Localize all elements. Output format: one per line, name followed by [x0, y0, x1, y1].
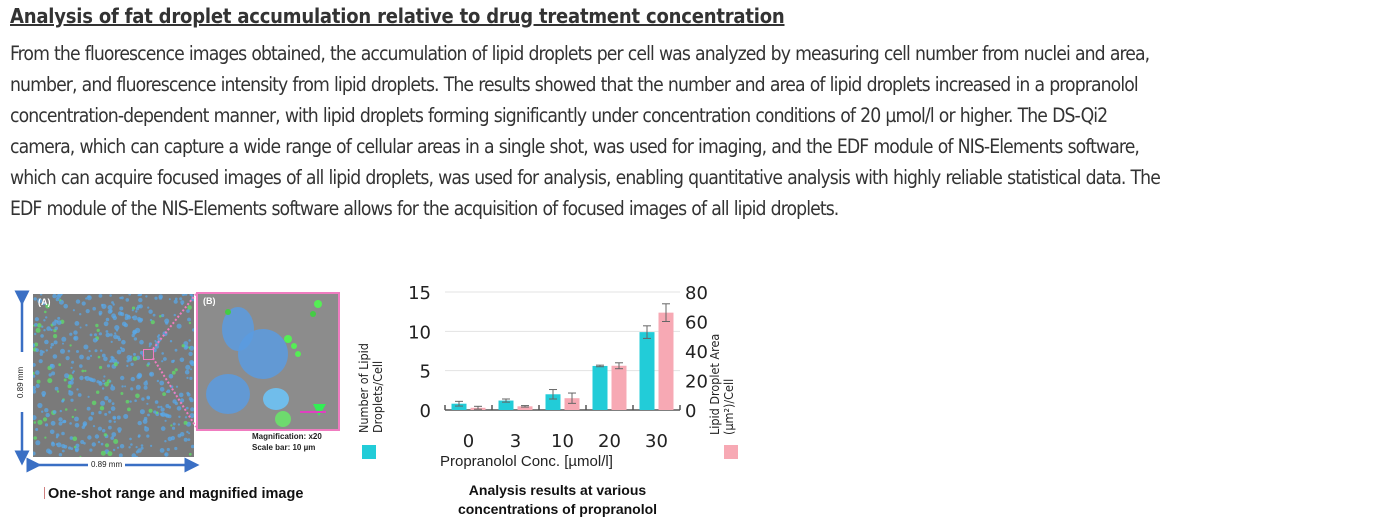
y2-tick-label: 80	[685, 283, 708, 304]
y2-tick-label: 60	[685, 313, 708, 334]
y-tick-label: 10	[408, 322, 431, 343]
bar-pink	[517, 406, 533, 410]
x-tick-label: 30	[645, 431, 668, 452]
x-tick-label: 3	[510, 431, 521, 452]
panel-a-label: (A)	[38, 297, 51, 307]
bar-pink	[564, 398, 580, 410]
wide-field-image: (A)	[33, 294, 194, 457]
paragraph-line: concentration-dependent manner, with lip…	[10, 104, 1108, 127]
right-figure-caption: Analysis results at various concentratio…	[445, 481, 670, 519]
vertical-dimension-label: 0.89 mm	[16, 366, 25, 398]
y2-axis-label-text: Lipid Droplet Area (µm²)/Cell	[707, 333, 736, 435]
y-tick-label: 5	[420, 362, 431, 383]
bar-cyan	[545, 394, 561, 410]
cell-dots	[33, 294, 194, 457]
left-figure-caption: One-shot range and magnified image	[48, 486, 304, 502]
section-heading: Analysis of fat droplet accumulation rel…	[10, 4, 785, 28]
figure-row: 0.89 mm 0.89 mm (A) (B) Magnification: x…	[0, 280, 760, 522]
y-axis-label-text: Number of Lipid Droplets/Cell	[356, 343, 385, 433]
x-tick-label: 0	[463, 431, 474, 452]
paragraph-line: camera, which can capture a wide range o…	[10, 135, 1140, 158]
x-tick-label: 20	[598, 431, 621, 452]
horizontal-dimension-label: 0.89 mm	[88, 460, 126, 469]
paragraph-line: EDF module of the NIS-Elements software …	[10, 197, 839, 220]
paragraph-line: From the fluorescence images obtained, t…	[10, 42, 1150, 65]
x-tick-label: 10	[551, 431, 574, 452]
bar-chart: 0 5 10 15 0 20 40 60 80 0 3 10 20 30	[408, 283, 708, 452]
magnified-cells	[206, 300, 326, 427]
bar-pink	[658, 312, 674, 410]
y-axis-label-right: Lipid Droplet Area (µm²)/Cell	[707, 325, 736, 435]
panel-b-label: (B)	[203, 296, 216, 306]
bar-cyan	[592, 365, 608, 410]
y-tick-label: 15	[408, 283, 431, 304]
bar-pink	[611, 365, 627, 410]
paragraph-line: number, and fluorescence intensity from …	[10, 73, 1139, 96]
y-axis-label-left: Number of Lipid Droplets/Cell	[356, 323, 385, 433]
legend-swatch-pink	[724, 445, 738, 459]
body-paragraph: From the fluorescence images obtained, t…	[10, 38, 1382, 224]
y2-tick-label: 0	[685, 401, 696, 422]
caption-line: concentrations of propranolol	[457, 501, 658, 517]
magnified-image: (B)	[196, 292, 340, 431]
y-tick-label: 0	[420, 401, 431, 422]
scale-bar-text: Scale bar: 10 µm	[252, 443, 316, 452]
legend-swatch-cyan	[362, 445, 376, 459]
bar-cyan	[498, 400, 514, 410]
zoom-connector-lines	[152, 293, 197, 428]
y2-tick-label: 40	[685, 342, 708, 363]
paragraph-line: which can acquire focused images of all …	[10, 166, 1161, 189]
caption-line: Analysis results at various	[468, 482, 647, 498]
y2-tick-label: 20	[685, 372, 708, 393]
zoom-region-box	[143, 349, 154, 360]
magnification-text: Magnification: x20	[252, 432, 322, 441]
bar-cyan	[451, 403, 467, 410]
x-axis-label: Propranolol Conc. [µmol/l]	[440, 453, 613, 470]
bar-cyan	[639, 332, 655, 410]
